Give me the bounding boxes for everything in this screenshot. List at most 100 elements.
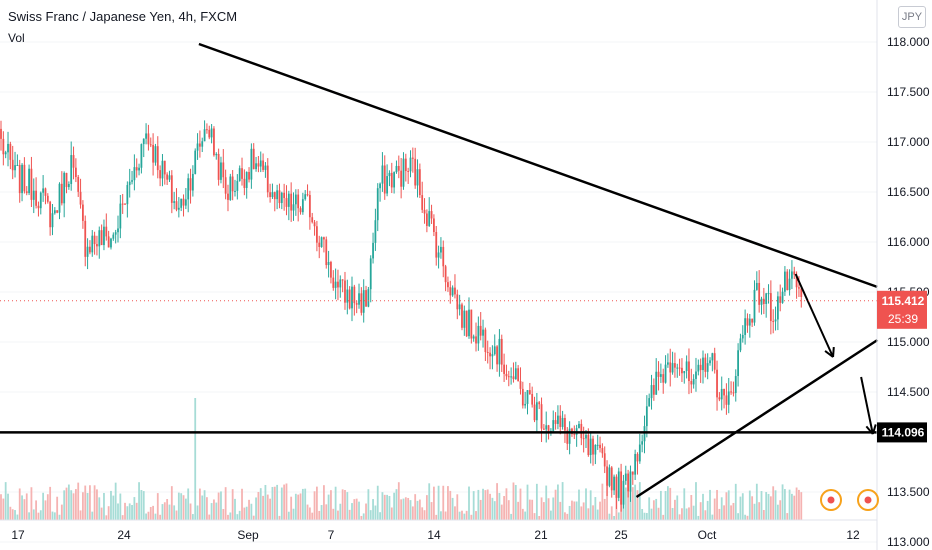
volume-bar [248,499,250,520]
candle [477,316,480,351]
candle-body [245,172,248,188]
candle [53,207,56,215]
candle [421,181,424,213]
candle-body [187,178,190,200]
volume-bar [798,489,800,520]
candle-body [402,158,405,187]
volume-bar [390,507,393,520]
candle [730,381,732,395]
candle-body [568,428,571,444]
volume-bar [400,499,403,520]
volume-bar [266,494,269,520]
volume-bar [503,496,505,520]
candle-body [126,185,129,205]
volume-bar [702,493,704,520]
time-tick-label: 17 [11,528,25,542]
candle-body [142,138,145,145]
volume-bar [51,511,54,520]
candle [110,237,112,250]
candle [362,279,365,323]
volume-bar [641,508,644,520]
volume-bar [482,488,484,520]
candle-body [713,353,716,370]
candle-body [758,282,761,305]
candle [468,297,470,339]
candle-body [283,192,286,199]
volume-bar [716,489,718,520]
candle-body [236,180,239,191]
candle [224,169,227,200]
volume-bar [667,486,669,520]
currency-button[interactable]: JPY [898,6,926,28]
volume-bar [103,492,105,520]
candle [316,220,318,252]
candle [596,434,599,450]
candle [147,124,150,151]
candle [433,214,435,237]
countdown-label: 25:39 [888,312,918,326]
candle [306,184,309,197]
candle [334,268,337,300]
volume-bar [39,510,42,520]
volume-bar [278,515,281,520]
candle [175,188,178,212]
candle [741,325,744,343]
candle-body [786,271,789,291]
volume-bar [276,484,279,520]
price-axis[interactable]: 118.000117.500117.000116.500116.000115.5… [876,0,930,550]
candle [227,184,229,212]
candle [159,165,162,187]
candle [11,145,14,180]
candle-body [191,173,194,191]
volume-bar [217,492,220,520]
volume-bar [521,508,524,520]
volume-bar [11,509,14,520]
candle-body [74,167,77,178]
candle [154,143,157,166]
time-axis[interactable]: 17 24 Sep 7 14 21 25 Oct 12 [0,519,877,542]
volume-bar [297,494,300,520]
candle-body [152,144,154,163]
candle-body [374,220,377,243]
candle-body [154,146,157,163]
volume-bar [379,512,381,520]
volume-bar [526,484,529,520]
candle-body [128,181,131,186]
candle-body [676,367,679,369]
candle-body [252,148,255,170]
candle [601,443,604,458]
candle [732,381,735,397]
candle [93,231,96,255]
candle [206,123,208,134]
candle-body [800,288,803,297]
candle-body [500,338,503,365]
volume-bar [21,495,23,520]
volume-bar [617,512,620,520]
volume-bar [119,493,122,520]
candle-body [540,404,543,429]
volume-bar [360,515,363,520]
volume-bar [737,513,739,520]
candle-body [788,278,791,291]
candle-body [119,203,122,229]
candle [313,220,316,236]
candle-body [58,183,61,213]
candle [627,469,630,498]
candle-body [292,204,295,211]
candle [386,164,388,197]
candle [676,363,679,378]
candle-body [760,298,763,305]
volume-bar [32,509,35,520]
candle [456,289,459,320]
candle-body [276,190,279,200]
volume-bar [472,491,475,520]
candle-body [791,271,793,279]
volume-bar [299,493,302,520]
volume-bar [678,514,681,520]
volume-bar [709,489,711,520]
price-tick-label: 113.500 [887,485,930,499]
candle [526,389,529,415]
candle-body [49,201,52,228]
candle-body [96,244,98,247]
